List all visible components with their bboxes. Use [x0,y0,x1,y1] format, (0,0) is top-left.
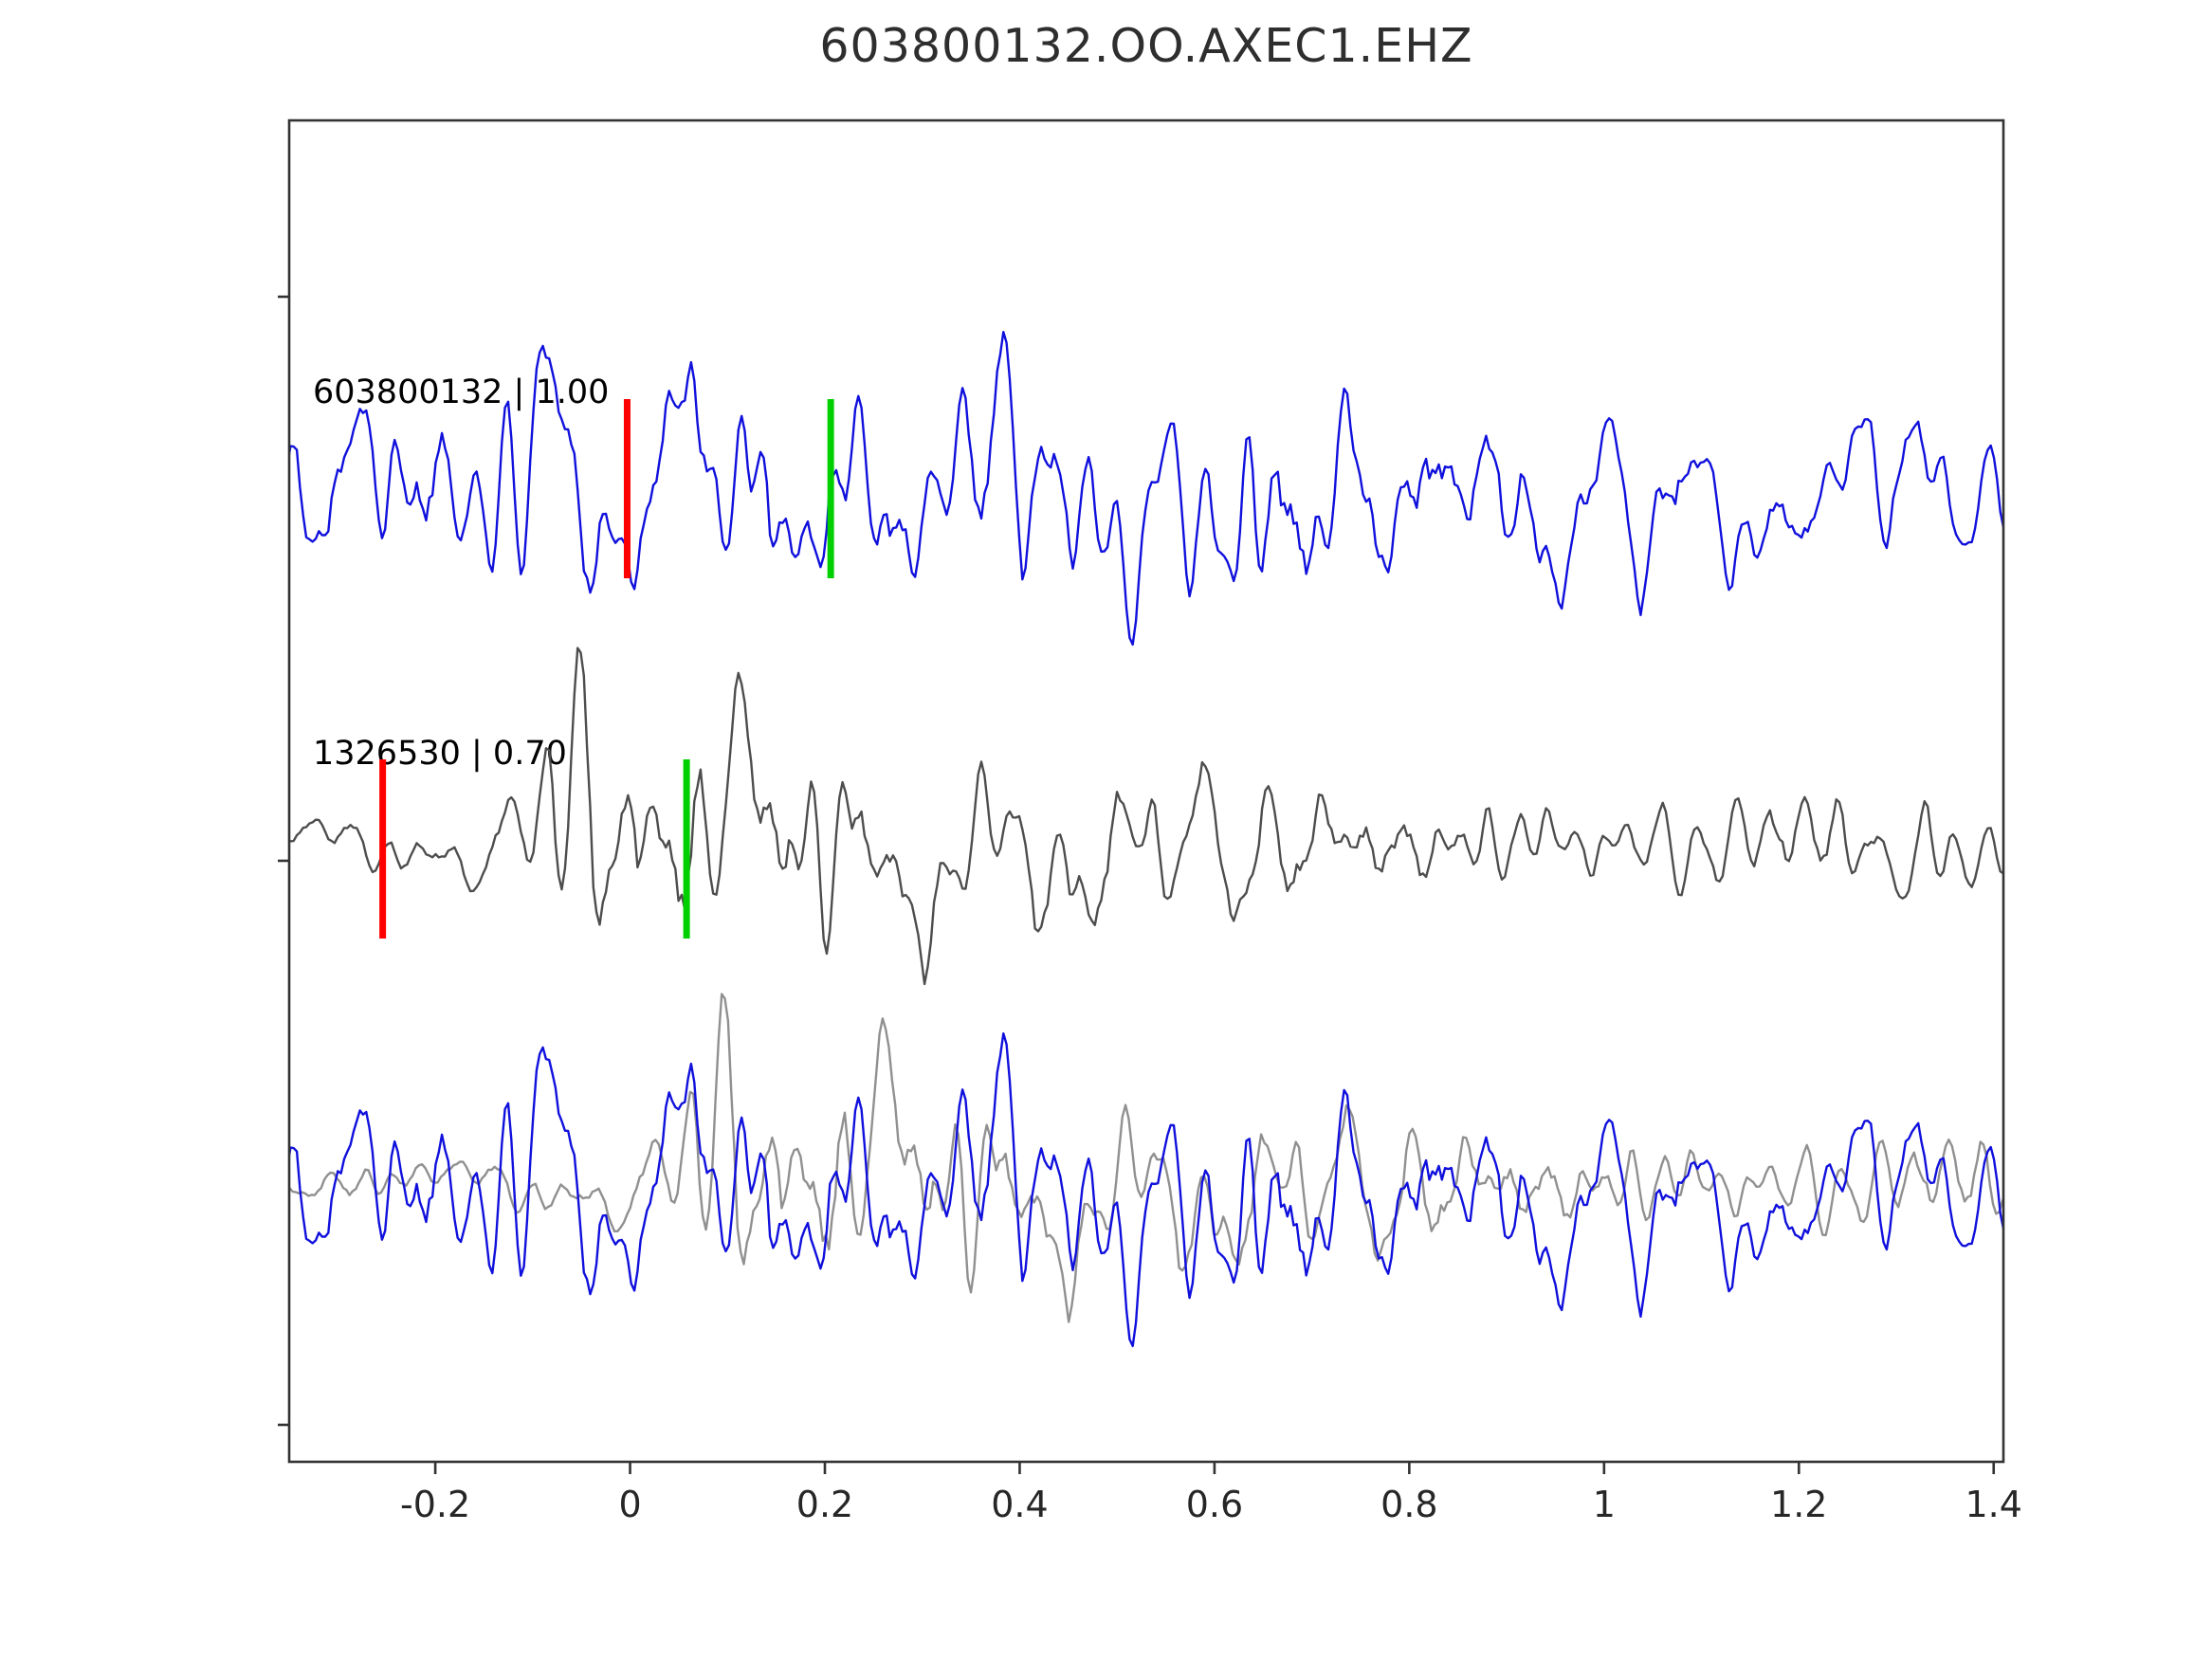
x-tick-label: 1.4 [1965,1484,2022,1525]
x-tick-label: 0 [618,1484,641,1525]
axis-spines [287,118,2005,1464]
overlay-trace-603800132 [289,1031,2003,1348]
plot-title: 603800132.OO.AXEC1.EHZ [819,19,1473,73]
trace-label-candidate: 1326530 | 0.70 [313,735,567,773]
overlay-trace-1326530 [289,993,2003,1323]
x-tick-label: 1.2 [1770,1484,1827,1525]
x-tick-label: 0.2 [796,1484,853,1525]
x-tick-label: -0.2 [400,1484,470,1525]
trace-label-template: 603800132 | 1.00 [313,374,610,411]
waveform-trace-1326530 [289,647,2003,986]
traces-layer [289,331,2003,1348]
waveform-trace-603800132 [289,331,2003,647]
x-tick-label: 0.4 [991,1484,1048,1525]
x-tick-label: 0.6 [1186,1484,1243,1525]
x-tick-label: 0.8 [1380,1484,1437,1525]
x-tick-label: 1 [1593,1484,1616,1525]
